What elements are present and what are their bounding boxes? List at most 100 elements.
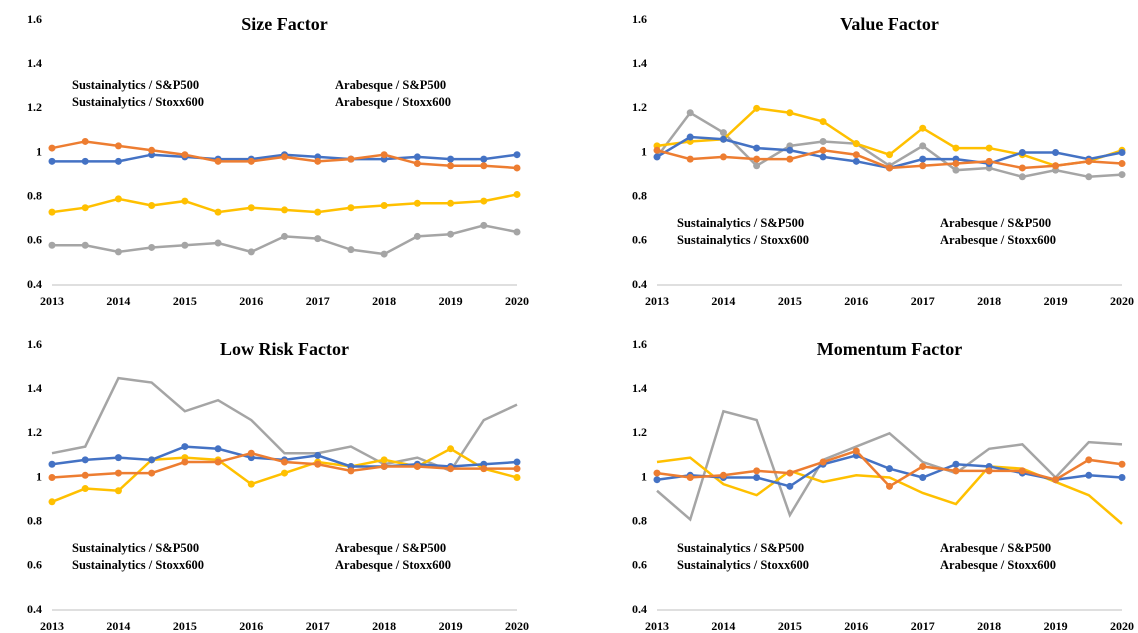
x-tick-label: 2018	[977, 294, 1001, 308]
point	[181, 197, 189, 205]
point	[513, 465, 521, 473]
y-tick-label: 0.6	[632, 558, 647, 572]
y-tick-label: 1	[36, 469, 42, 483]
point	[686, 474, 694, 481]
x-tick-label: 2018	[372, 294, 396, 308]
point	[347, 246, 355, 254]
point	[181, 241, 189, 249]
point	[447, 155, 455, 163]
x-tick-label: 2018	[977, 619, 1001, 633]
point	[952, 144, 960, 152]
point	[1018, 164, 1026, 172]
point	[181, 151, 189, 159]
point	[919, 462, 927, 470]
y-tick-label: 1.4	[27, 56, 42, 70]
point	[952, 460, 960, 468]
point	[985, 467, 993, 475]
x-tick-label: 2014	[106, 619, 130, 633]
x-tick-label: 2020	[1110, 619, 1134, 633]
y-tick-label: 1	[641, 469, 647, 483]
point	[819, 137, 827, 145]
point	[1118, 149, 1126, 156]
point	[214, 239, 222, 247]
point	[480, 197, 488, 205]
point	[114, 142, 122, 150]
point	[281, 206, 288, 214]
point	[413, 199, 421, 207]
point	[380, 151, 388, 159]
point	[919, 474, 927, 481]
point	[653, 146, 661, 154]
legend-entry: Sustainalytics / Stoxx600	[72, 95, 204, 109]
y-tick-label: 1.6	[27, 12, 42, 26]
y-tick-label: 1	[641, 144, 647, 158]
point	[952, 160, 960, 168]
x-tick-label: 2016	[239, 294, 263, 308]
point	[686, 155, 694, 163]
point	[380, 250, 388, 258]
point	[247, 248, 255, 256]
legend-entry: Sustainalytics / S&P500	[72, 78, 199, 92]
y-tick-label: 0.6	[632, 233, 647, 247]
point	[114, 157, 122, 165]
point	[1118, 160, 1126, 168]
point	[81, 456, 89, 464]
point	[314, 157, 322, 165]
point	[314, 208, 322, 216]
point	[480, 465, 488, 473]
x-tick-label: 2015	[173, 619, 197, 633]
point	[513, 458, 521, 466]
point	[886, 164, 893, 172]
point	[1018, 149, 1026, 156]
x-tick-label: 2014	[711, 294, 735, 308]
point	[48, 208, 56, 216]
point	[380, 462, 388, 470]
series-line	[656, 409, 1123, 522]
x-tick-label: 2013	[40, 619, 64, 633]
point	[247, 480, 255, 488]
point	[513, 190, 521, 198]
point	[653, 153, 661, 161]
x-tick-label: 2017	[306, 619, 330, 633]
point	[1118, 460, 1126, 468]
x-tick-label: 2013	[645, 619, 669, 633]
point	[1085, 157, 1093, 165]
x-tick-label: 2018	[372, 619, 396, 633]
point	[81, 485, 89, 493]
point	[48, 498, 56, 506]
x-tick-label: 2014	[106, 294, 130, 308]
y-tick-label: 1.2	[27, 100, 42, 114]
point	[81, 137, 89, 145]
point	[247, 449, 255, 457]
point	[380, 456, 388, 464]
point	[1085, 173, 1093, 181]
legend-entry: Sustainalytics / S&P500	[677, 216, 804, 230]
point	[753, 474, 761, 481]
point	[952, 166, 960, 174]
chart-title: Value Factor	[840, 14, 939, 34]
point	[852, 447, 860, 455]
point	[81, 471, 89, 479]
panel: Value Factor 0.4 0.6 0.8 1 1.2 1.4 1.6 2013 2014 2…	[632, 12, 1134, 308]
point	[148, 469, 156, 477]
point	[81, 204, 89, 212]
point	[347, 155, 355, 163]
chart-title: Momentum Factor	[817, 339, 962, 359]
point	[214, 445, 222, 453]
legend-entry: Arabesque / S&P500	[335, 78, 446, 92]
point	[181, 443, 189, 451]
point	[148, 202, 156, 209]
point	[48, 474, 56, 481]
point	[48, 157, 56, 165]
point	[786, 469, 794, 477]
point	[786, 155, 794, 163]
y-tick-label: 0.4	[27, 277, 42, 291]
point	[719, 135, 727, 143]
point	[347, 467, 355, 475]
point	[114, 469, 122, 477]
point	[1052, 162, 1060, 170]
y-tick-label: 1.2	[27, 425, 42, 439]
point	[886, 465, 893, 473]
legend-entry: Sustainalytics / S&P500	[677, 541, 804, 555]
panel: Low Risk Factor 0.4 0.6 0.8 1 1.2 1.4 1.6 2013 20…	[27, 337, 529, 633]
